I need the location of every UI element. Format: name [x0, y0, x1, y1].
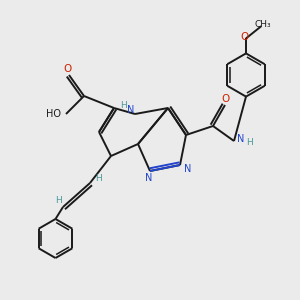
- Text: H: H: [55, 196, 62, 205]
- Text: N: N: [237, 134, 244, 144]
- Text: N: N: [127, 105, 134, 116]
- Text: CH₃: CH₃: [254, 20, 271, 29]
- Text: H: H: [246, 138, 252, 147]
- Text: H: H: [120, 101, 127, 110]
- Text: N: N: [184, 164, 191, 175]
- Text: H: H: [95, 174, 102, 183]
- Text: O: O: [240, 32, 249, 42]
- Text: HO: HO: [46, 109, 61, 119]
- Text: O: O: [221, 94, 229, 104]
- Text: O: O: [63, 64, 72, 74]
- Text: N: N: [145, 172, 152, 183]
